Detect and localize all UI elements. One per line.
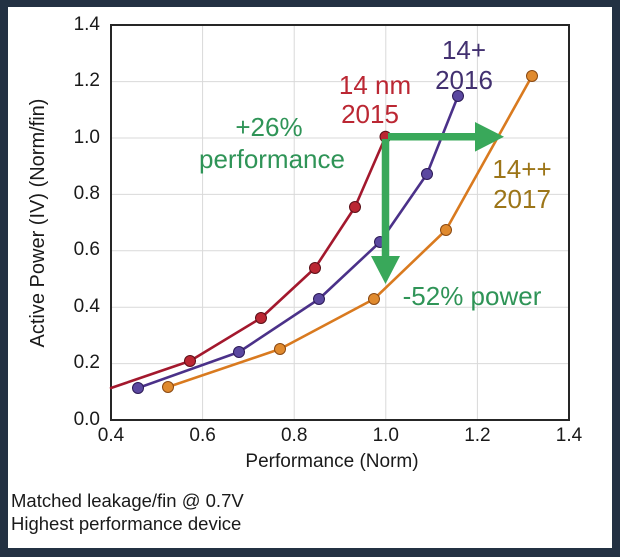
svg-text:0.2: 0.2 (74, 352, 100, 373)
svg-text:1.4: 1.4 (556, 425, 583, 446)
svg-text:2015: 2015 (341, 99, 399, 129)
svg-text:1.2: 1.2 (464, 425, 490, 446)
svg-text:1.2: 1.2 (74, 70, 100, 91)
svg-text:14++: 14++ (492, 154, 551, 184)
svg-text:14+: 14+ (442, 35, 486, 65)
svg-text:0.6: 0.6 (189, 425, 215, 446)
svg-text:1.0: 1.0 (373, 425, 399, 446)
svg-text:0.0: 0.0 (74, 409, 100, 430)
svg-text:1.4: 1.4 (74, 14, 101, 35)
svg-text:0.4: 0.4 (74, 296, 101, 317)
svg-text:2016: 2016 (435, 65, 493, 95)
svg-text:performance: performance (199, 144, 345, 174)
svg-text:+26%: +26% (235, 112, 302, 142)
svg-text:Active Power (IV) (Norm/fin): Active Power (IV) (Norm/fin) (27, 99, 49, 348)
svg-text:0.6: 0.6 (74, 239, 100, 260)
svg-text:14 nm: 14 nm (339, 70, 411, 100)
svg-text:0.8: 0.8 (281, 425, 307, 446)
svg-text:1.0: 1.0 (74, 127, 100, 148)
svg-text:0.4: 0.4 (98, 425, 125, 446)
svg-text:2017: 2017 (493, 184, 551, 214)
svg-text:Performance (Norm): Performance (Norm) (245, 451, 418, 472)
svg-text:0.8: 0.8 (74, 183, 100, 204)
svg-text:-52% power: -52% power (403, 281, 542, 311)
